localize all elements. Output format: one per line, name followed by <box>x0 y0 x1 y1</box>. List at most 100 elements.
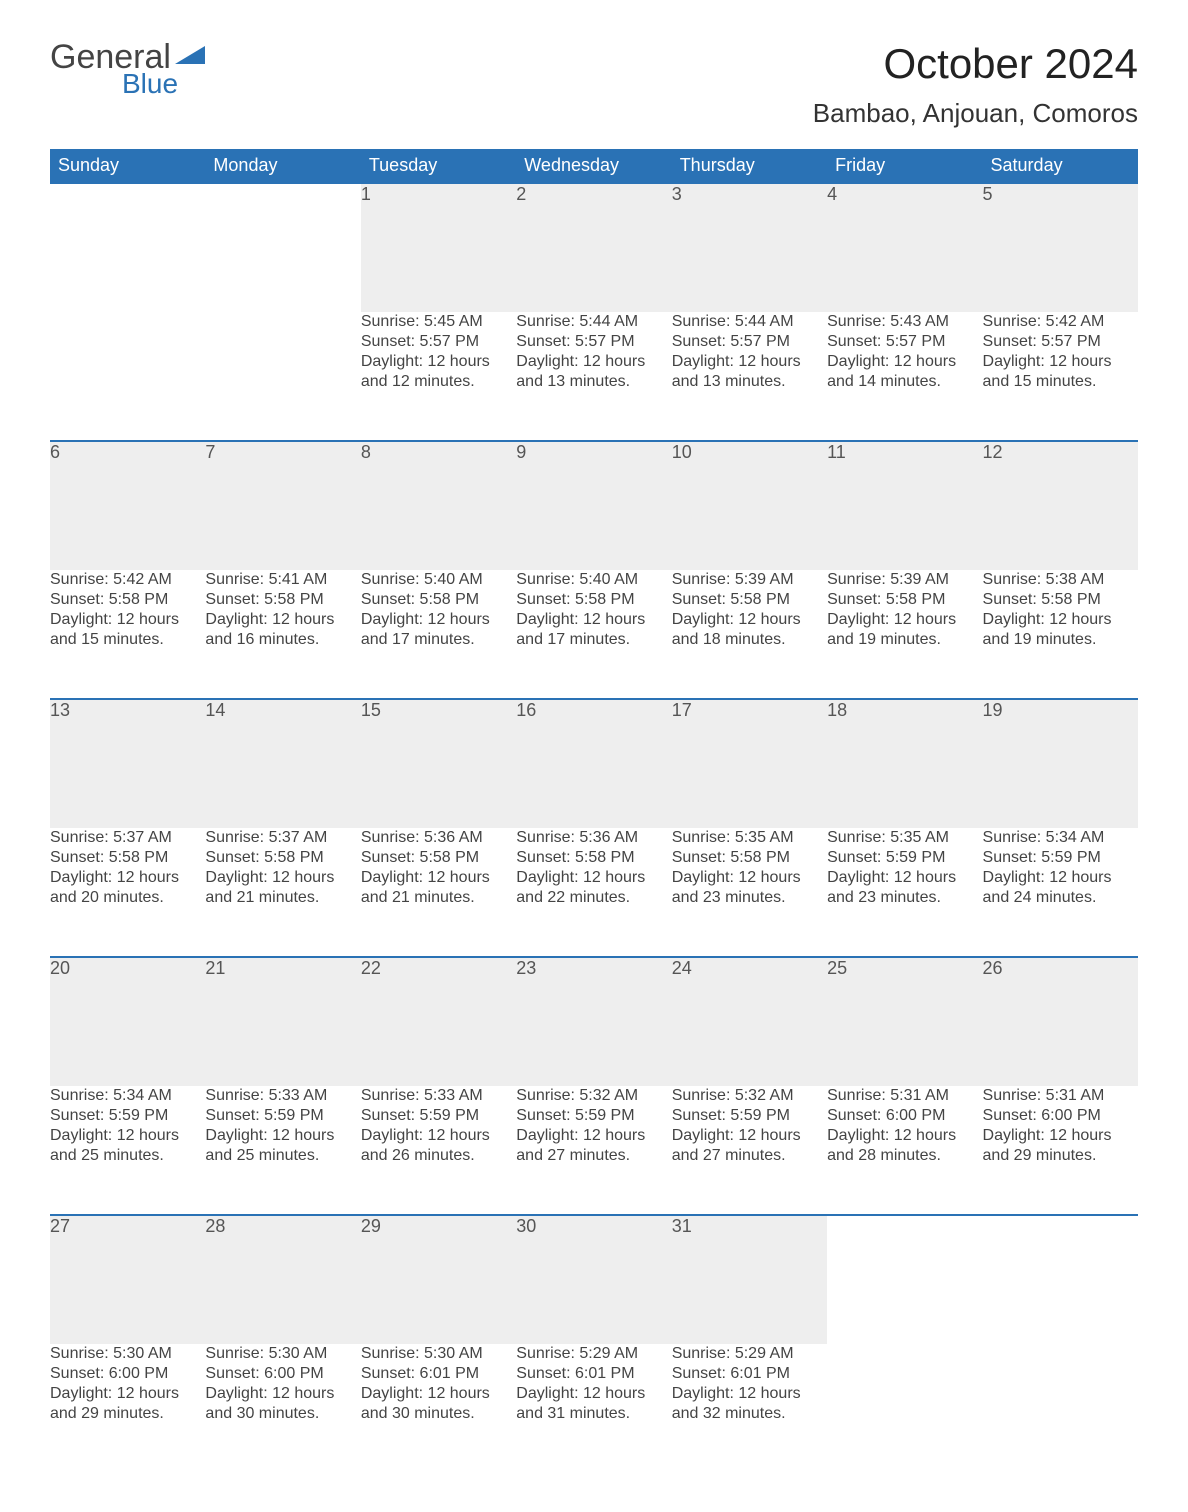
title-block: October 2024 Bambao, Anjouan, Comoros <box>813 40 1138 129</box>
month-title: October 2024 <box>813 40 1138 88</box>
day-number-cell <box>983 1215 1138 1344</box>
sunset-line: Sunset: 6:00 PM <box>205 1364 360 1384</box>
day-content-row: Sunrise: 5:45 AMSunset: 5:57 PMDaylight:… <box>50 312 1138 441</box>
day-number-cell: 9 <box>516 441 671 570</box>
daylight-line: Daylight: 12 hours and 17 minutes. <box>516 610 671 650</box>
sunrise-line: Sunrise: 5:39 AM <box>827 570 982 590</box>
sunset-line: Sunset: 5:59 PM <box>361 1106 516 1126</box>
day-content-cell: Sunrise: 5:36 AMSunset: 5:58 PMDaylight:… <box>361 828 516 957</box>
sunrise-line: Sunrise: 5:29 AM <box>516 1344 671 1364</box>
daylight-line: Daylight: 12 hours and 26 minutes. <box>361 1126 516 1166</box>
day-content-cell: Sunrise: 5:29 AMSunset: 6:01 PMDaylight:… <box>672 1344 827 1472</box>
day-content-cell: Sunrise: 5:41 AMSunset: 5:58 PMDaylight:… <box>205 570 360 699</box>
sunrise-line: Sunrise: 5:44 AM <box>672 312 827 332</box>
sunset-line: Sunset: 5:57 PM <box>516 332 671 352</box>
sunset-line: Sunset: 5:58 PM <box>672 590 827 610</box>
day-content-cell: Sunrise: 5:45 AMSunset: 5:57 PMDaylight:… <box>361 312 516 441</box>
sunrise-line: Sunrise: 5:30 AM <box>361 1344 516 1364</box>
daylight-line: Daylight: 12 hours and 30 minutes. <box>205 1384 360 1424</box>
day-number-row: 2728293031 <box>50 1215 1138 1344</box>
day-number-cell: 31 <box>672 1215 827 1344</box>
brand-logo: General Blue <box>50 40 205 98</box>
daylight-line: Daylight: 12 hours and 15 minutes. <box>983 352 1138 392</box>
day-content-cell: Sunrise: 5:42 AMSunset: 5:58 PMDaylight:… <box>50 570 205 699</box>
day-content-cell: Sunrise: 5:31 AMSunset: 6:00 PMDaylight:… <box>827 1086 982 1215</box>
daylight-line: Daylight: 12 hours and 21 minutes. <box>361 868 516 908</box>
sunrise-line: Sunrise: 5:45 AM <box>361 312 516 332</box>
day-number-cell: 26 <box>983 957 1138 1086</box>
sunrise-line: Sunrise: 5:42 AM <box>983 312 1138 332</box>
day-number-cell: 10 <box>672 441 827 570</box>
sunrise-line: Sunrise: 5:43 AM <box>827 312 982 332</box>
daylight-line: Daylight: 12 hours and 27 minutes. <box>516 1126 671 1166</box>
weekday-header: Wednesday <box>516 149 671 183</box>
sunset-line: Sunset: 6:01 PM <box>516 1364 671 1384</box>
day-content-row: Sunrise: 5:30 AMSunset: 6:00 PMDaylight:… <box>50 1344 1138 1472</box>
header: General Blue October 2024 Bambao, Anjoua… <box>50 40 1138 129</box>
sunset-line: Sunset: 5:58 PM <box>205 848 360 868</box>
weekday-header: Tuesday <box>361 149 516 183</box>
sunset-line: Sunset: 5:57 PM <box>672 332 827 352</box>
sunset-line: Sunset: 5:57 PM <box>827 332 982 352</box>
day-content-cell: Sunrise: 5:33 AMSunset: 5:59 PMDaylight:… <box>361 1086 516 1215</box>
sunrise-line: Sunrise: 5:33 AM <box>361 1086 516 1106</box>
day-content-cell: Sunrise: 5:34 AMSunset: 5:59 PMDaylight:… <box>983 828 1138 957</box>
day-number-cell: 28 <box>205 1215 360 1344</box>
weekday-header: Friday <box>827 149 982 183</box>
daylight-line: Daylight: 12 hours and 12 minutes. <box>361 352 516 392</box>
sunrise-line: Sunrise: 5:41 AM <box>205 570 360 590</box>
day-number-cell: 25 <box>827 957 982 1086</box>
day-content-cell: Sunrise: 5:36 AMSunset: 5:58 PMDaylight:… <box>516 828 671 957</box>
sunrise-line: Sunrise: 5:33 AM <box>205 1086 360 1106</box>
day-content-cell <box>50 312 205 441</box>
day-number-cell: 4 <box>827 183 982 312</box>
sunrise-line: Sunrise: 5:42 AM <box>50 570 205 590</box>
day-content-cell: Sunrise: 5:43 AMSunset: 5:57 PMDaylight:… <box>827 312 982 441</box>
day-content-row: Sunrise: 5:34 AMSunset: 5:59 PMDaylight:… <box>50 1086 1138 1215</box>
daylight-line: Daylight: 12 hours and 19 minutes. <box>983 610 1138 650</box>
day-content-cell: Sunrise: 5:32 AMSunset: 5:59 PMDaylight:… <box>516 1086 671 1215</box>
sunset-line: Sunset: 5:58 PM <box>672 848 827 868</box>
day-content-cell: Sunrise: 5:34 AMSunset: 5:59 PMDaylight:… <box>50 1086 205 1215</box>
sunrise-line: Sunrise: 5:44 AM <box>516 312 671 332</box>
sunrise-line: Sunrise: 5:37 AM <box>50 828 205 848</box>
day-number-cell: 24 <box>672 957 827 1086</box>
day-number-cell: 21 <box>205 957 360 1086</box>
calendar-table: SundayMondayTuesdayWednesdayThursdayFrid… <box>50 149 1138 1472</box>
daylight-line: Daylight: 12 hours and 20 minutes. <box>50 868 205 908</box>
flag-icon <box>175 46 205 72</box>
day-number-cell: 23 <box>516 957 671 1086</box>
sunset-line: Sunset: 6:01 PM <box>672 1364 827 1384</box>
sunset-line: Sunset: 5:58 PM <box>50 848 205 868</box>
day-number-row: 20212223242526 <box>50 957 1138 1086</box>
sunrise-line: Sunrise: 5:35 AM <box>827 828 982 848</box>
weekday-header: Saturday <box>983 149 1138 183</box>
daylight-line: Daylight: 12 hours and 17 minutes. <box>361 610 516 650</box>
day-content-cell: Sunrise: 5:33 AMSunset: 5:59 PMDaylight:… <box>205 1086 360 1215</box>
sunset-line: Sunset: 5:58 PM <box>361 848 516 868</box>
daylight-line: Daylight: 12 hours and 27 minutes. <box>672 1126 827 1166</box>
day-number-cell: 3 <box>672 183 827 312</box>
sunset-line: Sunset: 5:58 PM <box>516 590 671 610</box>
day-number-cell: 1 <box>361 183 516 312</box>
day-content-cell <box>827 1344 982 1472</box>
sunset-line: Sunset: 6:00 PM <box>50 1364 205 1384</box>
day-content-cell: Sunrise: 5:42 AMSunset: 5:57 PMDaylight:… <box>983 312 1138 441</box>
day-content-cell: Sunrise: 5:37 AMSunset: 5:58 PMDaylight:… <box>50 828 205 957</box>
daylight-line: Daylight: 12 hours and 14 minutes. <box>827 352 982 392</box>
sunrise-line: Sunrise: 5:30 AM <box>50 1344 205 1364</box>
daylight-line: Daylight: 12 hours and 24 minutes. <box>983 868 1138 908</box>
sunset-line: Sunset: 5:57 PM <box>983 332 1138 352</box>
day-number-cell: 27 <box>50 1215 205 1344</box>
day-number-cell: 16 <box>516 699 671 828</box>
daylight-line: Daylight: 12 hours and 21 minutes. <box>205 868 360 908</box>
day-number-cell: 19 <box>983 699 1138 828</box>
day-number-cell: 5 <box>983 183 1138 312</box>
day-number-cell: 14 <box>205 699 360 828</box>
day-content-cell: Sunrise: 5:30 AMSunset: 6:01 PMDaylight:… <box>361 1344 516 1472</box>
weekday-header: Monday <box>205 149 360 183</box>
day-number-cell: 18 <box>827 699 982 828</box>
sunset-line: Sunset: 6:00 PM <box>827 1106 982 1126</box>
day-content-row: Sunrise: 5:37 AMSunset: 5:58 PMDaylight:… <box>50 828 1138 957</box>
sunrise-line: Sunrise: 5:29 AM <box>672 1344 827 1364</box>
